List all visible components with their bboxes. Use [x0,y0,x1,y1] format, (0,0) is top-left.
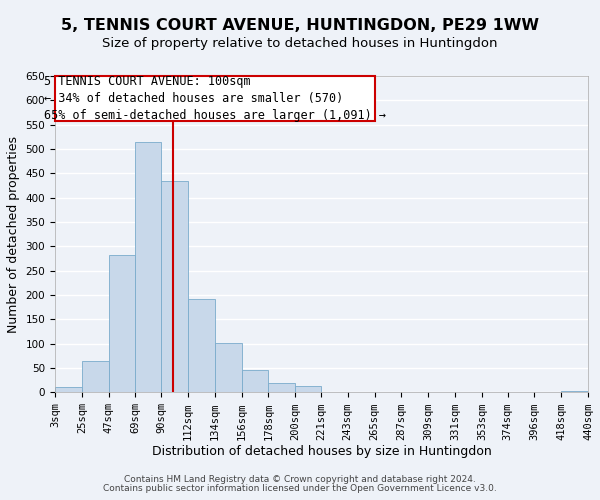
Text: 5, TENNIS COURT AVENUE, HUNTINGDON, PE29 1WW: 5, TENNIS COURT AVENUE, HUNTINGDON, PE29… [61,18,539,32]
Text: Contains HM Land Registry data © Crown copyright and database right 2024.: Contains HM Land Registry data © Crown c… [124,474,476,484]
Y-axis label: Number of detached properties: Number of detached properties [7,136,20,332]
Text: Contains public sector information licensed under the Open Government Licence v3: Contains public sector information licen… [103,484,497,493]
Bar [188,299,215,392]
Bar [55,388,82,392]
Text: 5 TENNIS COURT AVENUE: 100sqm
← 34% of detached houses are smaller (570)
65% of : 5 TENNIS COURT AVENUE: 100sqm ← 34% of d… [44,75,386,122]
Text: Size of property relative to detached houses in Huntingdon: Size of property relative to detached ho… [102,38,498,51]
Bar [82,360,109,392]
Bar [109,254,136,392]
Bar [295,386,321,392]
Bar [136,142,161,392]
Bar [215,342,242,392]
Bar [161,180,188,392]
Bar [242,370,268,392]
X-axis label: Distribution of detached houses by size in Huntingdon: Distribution of detached houses by size … [152,445,491,458]
Bar [268,383,295,392]
FancyBboxPatch shape [55,76,374,120]
